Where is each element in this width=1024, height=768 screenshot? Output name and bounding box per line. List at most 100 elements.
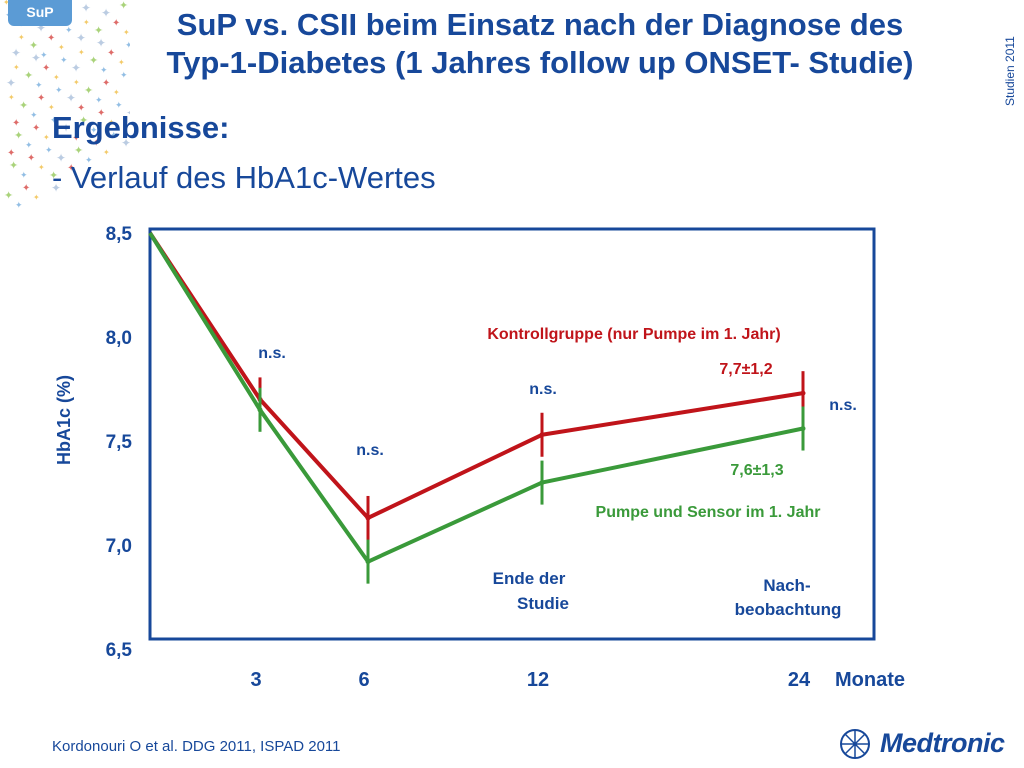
sparkle-icon: ✦ — [76, 31, 86, 45]
sparkle-icon: ✦ — [108, 118, 115, 127]
sparkle-icon: ✦ — [27, 153, 35, 164]
sparkle-icon: ✦ — [102, 78, 110, 89]
data-point — [365, 559, 371, 565]
sparkle-icon: ✦ — [78, 48, 85, 57]
y-tick-label: 7,0 — [106, 536, 132, 557]
plot-frame — [148, 227, 876, 641]
sparkle-icon: ✦ — [20, 170, 28, 180]
sparkle-icon: ✦ — [45, 145, 53, 155]
sparkle-icon: ✦ — [3, 0, 10, 7]
sparkle-icon: ✦ — [79, 115, 88, 127]
sparkle-icon: ✦ — [125, 40, 130, 50]
sparkle-icon: ✦ — [123, 28, 130, 37]
sparkle-icon: ✦ — [118, 58, 125, 67]
sparkle-icon: ✦ — [101, 6, 111, 20]
sparkle-icon: ✦ — [9, 160, 18, 172]
sparkle-icon: ✦ — [74, 145, 83, 157]
sparkle-icon: ✦ — [97, 108, 105, 119]
sparkle-icon: ✦ — [89, 55, 98, 67]
sparkle-icon: ✦ — [49, 170, 58, 182]
title-line-2: Typ-1-Diabetes (1 Jahres follow up ONSET… — [166, 45, 914, 80]
sparkle-icon: ✦ — [77, 103, 85, 114]
x-tick-label: 3 — [250, 669, 261, 691]
section-subheading: - Verlauf des HbA1c-Wertes — [52, 160, 436, 195]
sparkle-icon: ✦ — [15, 200, 23, 210]
sparkle-icon: ✦ — [96, 36, 106, 50]
end-study-label: Ende der — [493, 569, 566, 588]
sparkle-icon: ✦ — [48, 103, 55, 112]
sparkle-icon: ✦ — [36, 21, 46, 35]
sparkle-icon: ✦ — [67, 163, 75, 174]
sup-badge: SuP — [8, 0, 72, 26]
data-point — [800, 426, 806, 432]
sparkle-icon: ✦ — [22, 183, 30, 194]
sparkle-icon: ✦ — [58, 43, 65, 52]
sparkle-icon: ✦ — [35, 80, 43, 90]
sparkle-icon: ✦ — [113, 88, 120, 97]
sparkle-icon: ✦ — [24, 70, 33, 82]
sparkle-icon: ✦ — [120, 70, 128, 80]
sparkle-icon: ✦ — [38, 163, 45, 172]
data-point — [365, 515, 371, 521]
y-tick-label: 6,5 — [106, 640, 133, 661]
y-tick-label: 7,5 — [106, 432, 133, 453]
red-end-value: 7,7±1,2 — [719, 361, 772, 378]
sparkle-icon: ✦ — [71, 61, 81, 75]
sparkle-icon: ✦ — [53, 73, 60, 82]
sparkle-icon: ✦ — [31, 51, 41, 65]
sparkle-icon: ✦ — [126, 106, 130, 120]
ns-label: n.s. — [529, 381, 557, 398]
sparkle-icon: ✦ — [95, 95, 103, 105]
sparkle-icon: ✦ — [85, 155, 93, 165]
sparkle-icon: ✦ — [50, 115, 58, 125]
sparkle-icon: ✦ — [92, 138, 100, 149]
sparkle-icon: ✦ — [72, 133, 80, 144]
followup-label: beobachtung — [735, 600, 842, 619]
x-tick-label: 6 — [358, 669, 369, 691]
medtronic-logo-text: Medtronic — [880, 728, 1005, 758]
medtronic-logo-icon — [840, 729, 870, 759]
sparkle-icon: ✦ — [119, 0, 128, 12]
data-point — [539, 432, 545, 438]
sparkle-icon: ✦ — [18, 33, 25, 42]
x-axis-label: Monate — [835, 669, 905, 691]
sparkle-icon: ✦ — [112, 18, 120, 29]
ns-label: n.s. — [829, 397, 857, 414]
sparkle-icon: ✦ — [14, 130, 23, 142]
sparkle-icon: ✦ — [7, 148, 15, 159]
sparkle-icon: ✦ — [60, 55, 68, 65]
title-line-1: SuP vs. CSII beim Einsatz nach der Diagn… — [176, 7, 904, 42]
sparkle-icon: ✦ — [94, 25, 103, 37]
page-title: SuP vs. CSII beim Einsatz nach der Diagn… — [120, 6, 960, 82]
followup-label: Nach- — [763, 576, 810, 595]
legend-red: Kontrollgruppe (nur Pumpe im 1. Jahr) — [487, 326, 780, 343]
sparkle-icon: ✦ — [4, 190, 13, 202]
sparkle-icon: ✦ — [103, 148, 110, 157]
sparkle-icon: ✦ — [73, 78, 80, 87]
sparkle-icon: ✦ — [30, 110, 38, 120]
sparkle-icon: ✦ — [121, 136, 130, 150]
sparkle-icon: ✦ — [11, 46, 21, 60]
sparkle-icon: ✦ — [43, 133, 50, 142]
sparkle-icon: ✦ — [83, 18, 90, 27]
ns-label: n.s. — [356, 442, 384, 459]
data-point — [257, 407, 263, 413]
sparkle-icon: ✦ — [40, 50, 48, 60]
sparkle-icon: ✦ — [13, 63, 20, 72]
sparkle-icon: ✦ — [47, 33, 55, 44]
sparkle-icon: ✦ — [100, 65, 108, 75]
citation: Kordonouri O et al. DDG 2011, ISPAD 2011 — [52, 738, 341, 755]
sparkle-icon: ✦ — [90, 125, 98, 135]
sparkle-icon: ✦ — [65, 25, 73, 35]
legend-green: Pumpe und Sensor im 1. Jahr — [596, 504, 821, 521]
sparkle-icon: ✦ — [84, 85, 93, 97]
x-tick-label: 12 — [527, 669, 549, 691]
sparkle-icon: ✦ — [12, 118, 20, 129]
sparkle-icon: ✦ — [8, 93, 15, 102]
sparkle-icon: ✦ — [37, 93, 45, 104]
green-end-value: 7,6±1,3 — [730, 462, 783, 479]
sparkle-icon: ✦ — [33, 193, 40, 202]
end-study-label: Studie — [517, 594, 569, 613]
data-point — [539, 480, 545, 486]
